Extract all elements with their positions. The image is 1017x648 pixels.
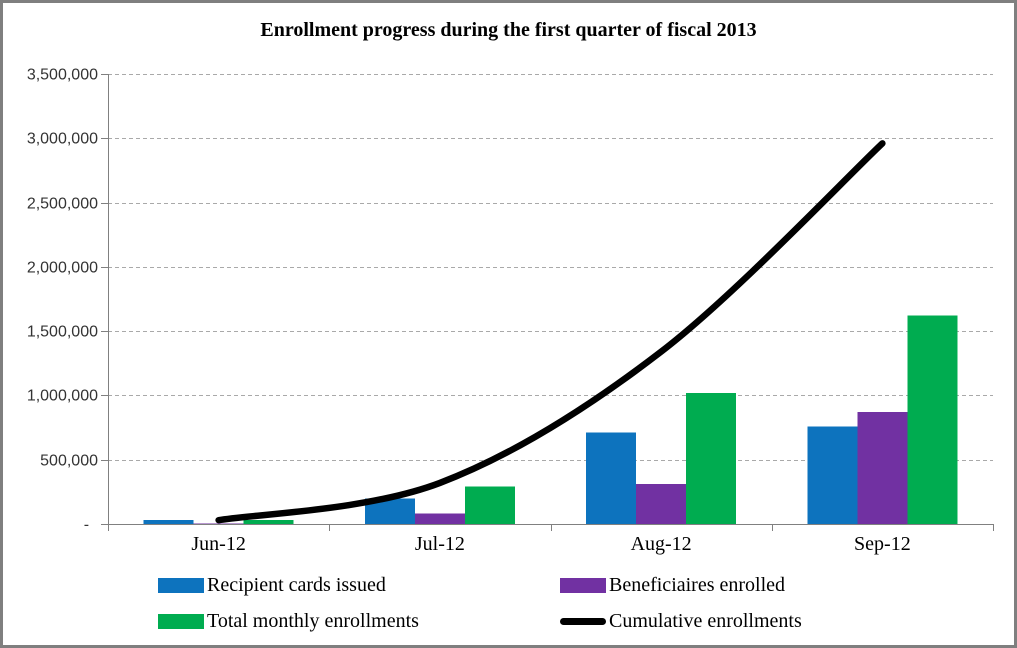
bars-beneficiaires-enrolled xyxy=(193,412,908,524)
svg-text:Jun-12: Jun-12 xyxy=(191,533,245,555)
legend-item-total-monthly-enrollments: Total monthly enrollments xyxy=(158,609,419,633)
svg-text:Sep-12: Sep-12 xyxy=(854,533,911,555)
svg-text:2,500,000: 2,500,000 xyxy=(27,196,98,213)
legend-label-total-monthly: Total monthly enrollments xyxy=(207,609,419,632)
legend-item-cumulative-enrollments: Cumulative enrollments xyxy=(560,609,802,633)
legend-item-recipient-cards-issued: Recipient cards issued xyxy=(158,573,386,597)
legend-label-beneficiaires: Beneficiaires enrolled xyxy=(609,573,786,596)
svg-text:3,500,000: 3,500,000 xyxy=(27,67,98,84)
svg-text:2,000,000: 2,000,000 xyxy=(27,260,98,277)
legend-swatch-total-monthly-icon xyxy=(158,613,204,629)
svg-text:Aug-12: Aug-12 xyxy=(631,533,692,555)
svg-text:-: - xyxy=(84,517,98,534)
svg-text:1,500,000: 1,500,000 xyxy=(27,324,98,341)
x-axis-labels: Jun-12 Jul-12 Aug-12 Sep-12 xyxy=(191,533,910,555)
y-axis-labels: - 500,000 1,000,000 1,500,000 2,000,000 2,50… xyxy=(27,67,98,534)
legend-label-cumulative: Cumulative enrollments xyxy=(609,609,802,632)
bars-recipient-cards-issued xyxy=(143,426,858,524)
legend-swatch-beneficiaires-icon xyxy=(560,577,606,593)
legend-swatch-cumulative-line-icon xyxy=(560,617,606,625)
chart-title: Enrollment progress during the first qua… xyxy=(260,19,757,41)
cumulative-enrollments-line xyxy=(215,140,886,524)
legend-swatch-recipient-cards-icon xyxy=(158,577,204,593)
legend-label-recipient-cards: Recipient cards issued xyxy=(207,573,386,596)
legend-item-beneficiaires-enrolled: Beneficiaires enrolled xyxy=(560,573,785,597)
svg-text:3,000,000: 3,000,000 xyxy=(27,131,98,148)
svg-text:1,000,000: 1,000,000 xyxy=(27,388,98,405)
bars-total-monthly-enrollments xyxy=(243,315,958,524)
chart-plot-area: - 500,000 1,000,000 1,500,000 2,000,000 2,50… xyxy=(27,67,994,555)
svg-text:Jul-12: Jul-12 xyxy=(415,533,465,555)
gridlines xyxy=(101,74,993,525)
svg-text:500,000: 500,000 xyxy=(40,453,98,470)
axes xyxy=(108,74,994,531)
